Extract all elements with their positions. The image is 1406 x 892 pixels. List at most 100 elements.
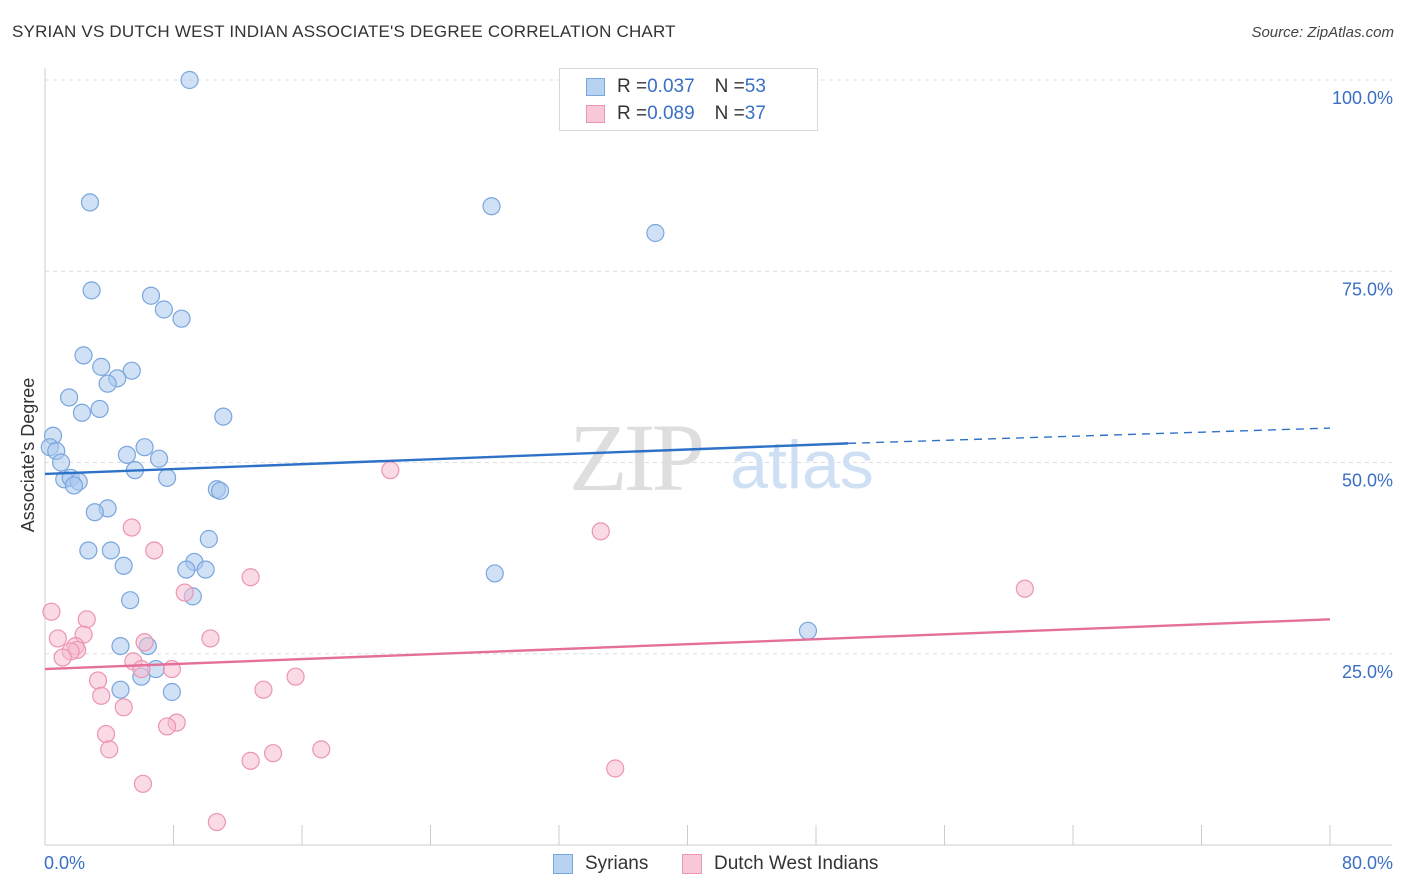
r-value: 0.037 (647, 76, 695, 97)
n-label: N = (714, 103, 745, 124)
legend-row-dutch: R = 0.089 N = 37 (586, 101, 766, 127)
syrians-point (485, 564, 504, 583)
dutch-point (207, 812, 226, 832)
dutch-point (381, 461, 400, 480)
legend-item-syrians[interactable]: Syrians (553, 852, 648, 876)
syrians-point (154, 300, 173, 319)
syrians-point (74, 346, 93, 365)
syrians-point (51, 453, 71, 472)
syrians-point (141, 286, 161, 305)
n-label: N = (714, 76, 745, 97)
dutch-point (286, 667, 305, 686)
syrians-point (111, 680, 130, 699)
watermark-zip: ZIP (569, 404, 702, 511)
dutch-point (88, 671, 108, 690)
syrians-point (59, 388, 79, 407)
syrians-point (162, 682, 181, 702)
dutch-point (100, 740, 119, 759)
syrians-point (177, 560, 196, 579)
r-label: R = (617, 76, 648, 97)
syrians-point (196, 560, 215, 579)
dutch-point (145, 541, 164, 560)
syrians-point (111, 636, 130, 656)
syrians-point (117, 445, 137, 464)
syrians-point (149, 449, 169, 468)
dutch-trend-line (44, 618, 1331, 671)
dutch-point (42, 602, 61, 621)
syrians-point (214, 407, 233, 426)
syrians-swatch (586, 78, 605, 96)
r-label: R = (617, 103, 648, 124)
syrians-point (135, 438, 154, 457)
syrians-point (72, 403, 92, 422)
syrians-point (80, 193, 100, 212)
n-value: 37 (744, 103, 766, 124)
dutch-point (53, 648, 72, 667)
legend-item-dutch[interactable]: Dutch West Indians (682, 852, 878, 876)
y-axis-label: Associate's Degree (18, 378, 38, 533)
dutch-point (263, 744, 283, 763)
syrians-point (114, 556, 133, 575)
dutch-swatch (586, 105, 605, 123)
syrians-point (82, 281, 101, 300)
dutch-point (254, 680, 273, 699)
dutch-point (312, 740, 331, 759)
y-tick-label: 100.0% (1332, 88, 1393, 108)
syrians-point (210, 481, 230, 500)
legend-row-syrians: R = 0.037 N = 53 (586, 74, 766, 100)
syrians-point (798, 621, 818, 640)
syrians-point (64, 476, 84, 495)
syrians-point (79, 541, 98, 560)
source-label: Source: ZipAtlas.com (1251, 24, 1394, 41)
syrians-trend-projection (848, 427, 1331, 445)
dutch-point (606, 759, 625, 778)
trend-layer (44, 427, 1331, 671)
syrians-legend-swatch (553, 854, 573, 874)
dutch-legend-swatch (682, 854, 702, 874)
y-tick-label: 25.0% (1342, 662, 1393, 682)
y-tick-label: 75.0% (1342, 279, 1393, 299)
dutch-point (114, 698, 133, 717)
dutch-point (133, 774, 153, 793)
syrians-point (172, 309, 191, 328)
syrians-point (646, 223, 665, 243)
syrians-point (180, 70, 199, 90)
dutch-point (591, 522, 610, 541)
syrians-point (85, 503, 104, 522)
dutch-point (132, 659, 151, 679)
syrians-point (92, 357, 111, 376)
dutch-point (1015, 579, 1034, 598)
dutch-point (241, 751, 260, 770)
syrians-point (122, 361, 141, 380)
y-tick-label: 50.0% (1342, 471, 1393, 491)
dutch-point (92, 686, 111, 705)
correlation-legend: R = 0.037 N = 53 R = 0.089 N = 37 (559, 68, 818, 131)
dutch-point (96, 724, 116, 744)
syrians-point (199, 529, 218, 549)
syrians-point (157, 468, 177, 487)
r-value: 0.089 (647, 103, 695, 124)
points-layer (40, 70, 1034, 832)
dutch-legend-label: Dutch West Indians (714, 853, 879, 874)
axis-layer (44, 68, 1392, 846)
dutch-point (157, 717, 177, 736)
dutch-point (175, 583, 194, 602)
grid-layer (45, 79, 1392, 655)
dutch-point (122, 518, 141, 537)
n-value: 53 (744, 76, 766, 97)
dutch-point (241, 568, 260, 587)
syrians-point (98, 374, 117, 393)
chart-title: SYRIAN VS DUTCH WEST INDIAN ASSOCIATE'S … (12, 22, 676, 41)
dutch-point (135, 633, 154, 652)
syrians-point (101, 541, 120, 560)
dutch-point (201, 629, 220, 648)
dutch-point (77, 610, 96, 629)
watermark-atlas: atlas (730, 427, 874, 503)
dutch-point (48, 629, 67, 648)
syrians-point (482, 197, 501, 216)
x-tick-label: 0.0% (44, 853, 85, 873)
syrians-legend-label: Syrians (585, 853, 649, 874)
syrians-point (90, 399, 109, 419)
x-tick-label: 80.0% (1342, 853, 1393, 873)
syrians-trend-line (44, 442, 849, 476)
